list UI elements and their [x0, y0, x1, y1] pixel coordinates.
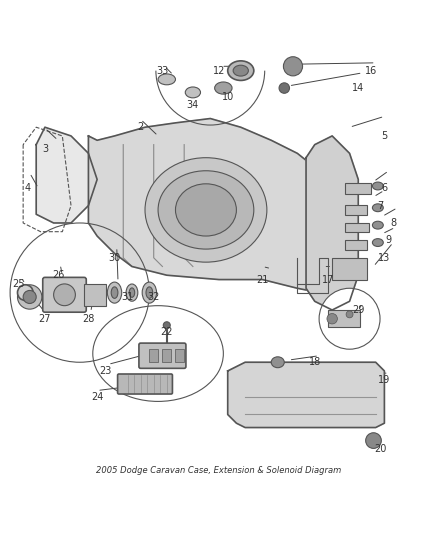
Text: 25: 25	[13, 279, 25, 289]
Text: 16: 16	[365, 66, 378, 76]
Circle shape	[163, 322, 170, 329]
Text: 19: 19	[378, 375, 391, 385]
Ellipse shape	[228, 61, 254, 80]
FancyBboxPatch shape	[328, 310, 360, 327]
Ellipse shape	[215, 82, 232, 94]
Ellipse shape	[372, 182, 383, 190]
Text: 31: 31	[121, 292, 134, 302]
Text: 24: 24	[91, 392, 103, 402]
Text: 6: 6	[381, 183, 388, 193]
Circle shape	[279, 83, 290, 93]
Ellipse shape	[372, 221, 383, 229]
Text: 3: 3	[42, 144, 48, 154]
Circle shape	[346, 311, 353, 318]
Circle shape	[283, 56, 303, 76]
FancyBboxPatch shape	[345, 240, 367, 249]
Ellipse shape	[271, 357, 284, 368]
Circle shape	[366, 433, 381, 448]
Ellipse shape	[372, 204, 383, 212]
Text: 4: 4	[25, 183, 31, 193]
Ellipse shape	[146, 287, 153, 298]
Text: 14: 14	[352, 83, 364, 93]
Ellipse shape	[142, 282, 156, 303]
Circle shape	[18, 285, 42, 309]
Text: 26: 26	[52, 270, 64, 280]
Circle shape	[23, 290, 36, 303]
Text: 10: 10	[222, 92, 234, 102]
Text: 12: 12	[213, 66, 225, 76]
Text: 13: 13	[378, 253, 391, 263]
FancyBboxPatch shape	[117, 374, 173, 394]
Text: 21: 21	[256, 274, 268, 285]
Text: 32: 32	[148, 292, 160, 302]
Text: 23: 23	[100, 366, 112, 376]
FancyBboxPatch shape	[332, 258, 367, 279]
FancyBboxPatch shape	[139, 343, 186, 368]
Circle shape	[319, 288, 380, 349]
Text: 9: 9	[386, 236, 392, 245]
Ellipse shape	[176, 184, 237, 236]
Text: 28: 28	[82, 314, 95, 324]
Ellipse shape	[107, 282, 122, 303]
Ellipse shape	[158, 171, 254, 249]
FancyBboxPatch shape	[345, 223, 369, 232]
Ellipse shape	[158, 74, 176, 85]
Circle shape	[18, 285, 33, 301]
Ellipse shape	[111, 287, 118, 298]
Text: 2005 Dodge Caravan Case, Extension & Solenoid Diagram: 2005 Dodge Caravan Case, Extension & Sol…	[96, 466, 342, 475]
Text: 2: 2	[138, 122, 144, 132]
Ellipse shape	[126, 284, 138, 301]
Ellipse shape	[129, 288, 135, 297]
Text: 33: 33	[156, 66, 169, 76]
Text: 30: 30	[109, 253, 121, 263]
Ellipse shape	[233, 65, 248, 76]
Text: 22: 22	[160, 327, 173, 337]
FancyBboxPatch shape	[162, 349, 171, 362]
Text: 18: 18	[309, 357, 321, 367]
FancyBboxPatch shape	[176, 349, 184, 362]
Text: 8: 8	[390, 218, 396, 228]
FancyBboxPatch shape	[43, 277, 86, 312]
FancyBboxPatch shape	[149, 349, 158, 362]
FancyBboxPatch shape	[345, 183, 371, 193]
Text: 34: 34	[187, 100, 199, 110]
FancyBboxPatch shape	[84, 284, 106, 305]
Text: 17: 17	[321, 274, 334, 285]
Text: 29: 29	[352, 305, 364, 315]
Text: 5: 5	[381, 131, 388, 141]
Circle shape	[53, 284, 75, 305]
Polygon shape	[88, 118, 332, 293]
Text: 20: 20	[374, 445, 386, 454]
Polygon shape	[228, 362, 385, 427]
FancyBboxPatch shape	[345, 205, 367, 215]
Polygon shape	[36, 127, 97, 223]
Ellipse shape	[145, 158, 267, 262]
Polygon shape	[306, 136, 358, 310]
Text: 7: 7	[377, 200, 383, 211]
Ellipse shape	[372, 239, 383, 246]
Text: 27: 27	[39, 314, 51, 324]
Circle shape	[327, 313, 337, 324]
Ellipse shape	[185, 87, 201, 98]
